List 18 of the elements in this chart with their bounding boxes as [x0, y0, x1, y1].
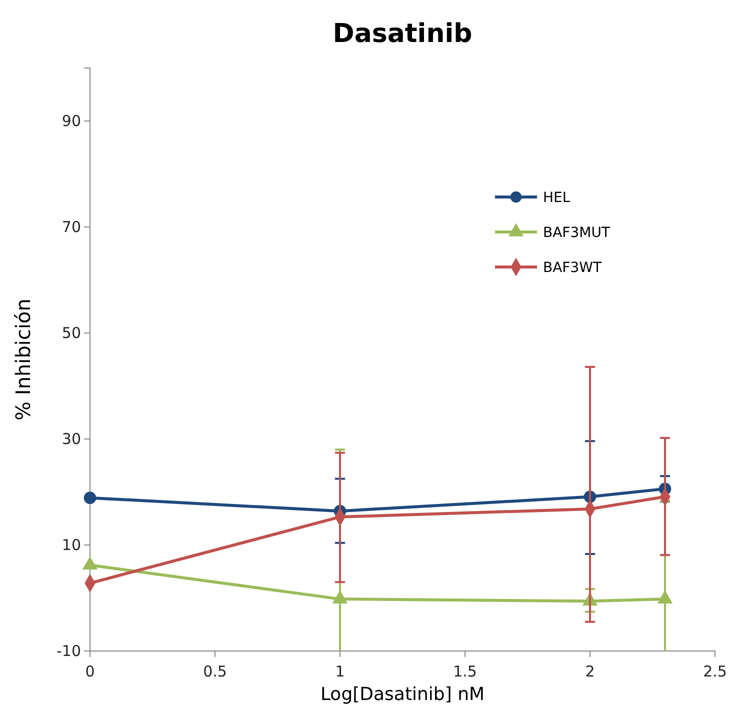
chart-title: Dasatinib	[332, 19, 472, 49]
y-tick-label: -10	[56, 642, 81, 660]
x-tick-label: 2.5	[703, 662, 727, 680]
y-tick-label: 50	[62, 324, 81, 342]
y-tick-label: 30	[62, 430, 81, 448]
x-tick-label: 0.5	[203, 662, 227, 680]
x-tick-label: 2	[585, 662, 595, 680]
y-tick-label: 70	[62, 218, 81, 236]
legend-label: BAF3MUT	[543, 225, 610, 241]
legend-label: HEL	[543, 190, 570, 206]
legend-label: BAF3WT	[543, 260, 602, 276]
y-tick-label: 10	[62, 536, 81, 554]
x-tick-label: 1	[335, 662, 345, 680]
x-axis-title: Log[Dasatinib] nM	[320, 684, 485, 704]
y-tick-label: 90	[62, 112, 81, 130]
x-tick-label: 1.5	[453, 662, 477, 680]
x-tick-label: 0	[85, 662, 95, 680]
y-axis-title: % Inhibición	[11, 298, 35, 420]
